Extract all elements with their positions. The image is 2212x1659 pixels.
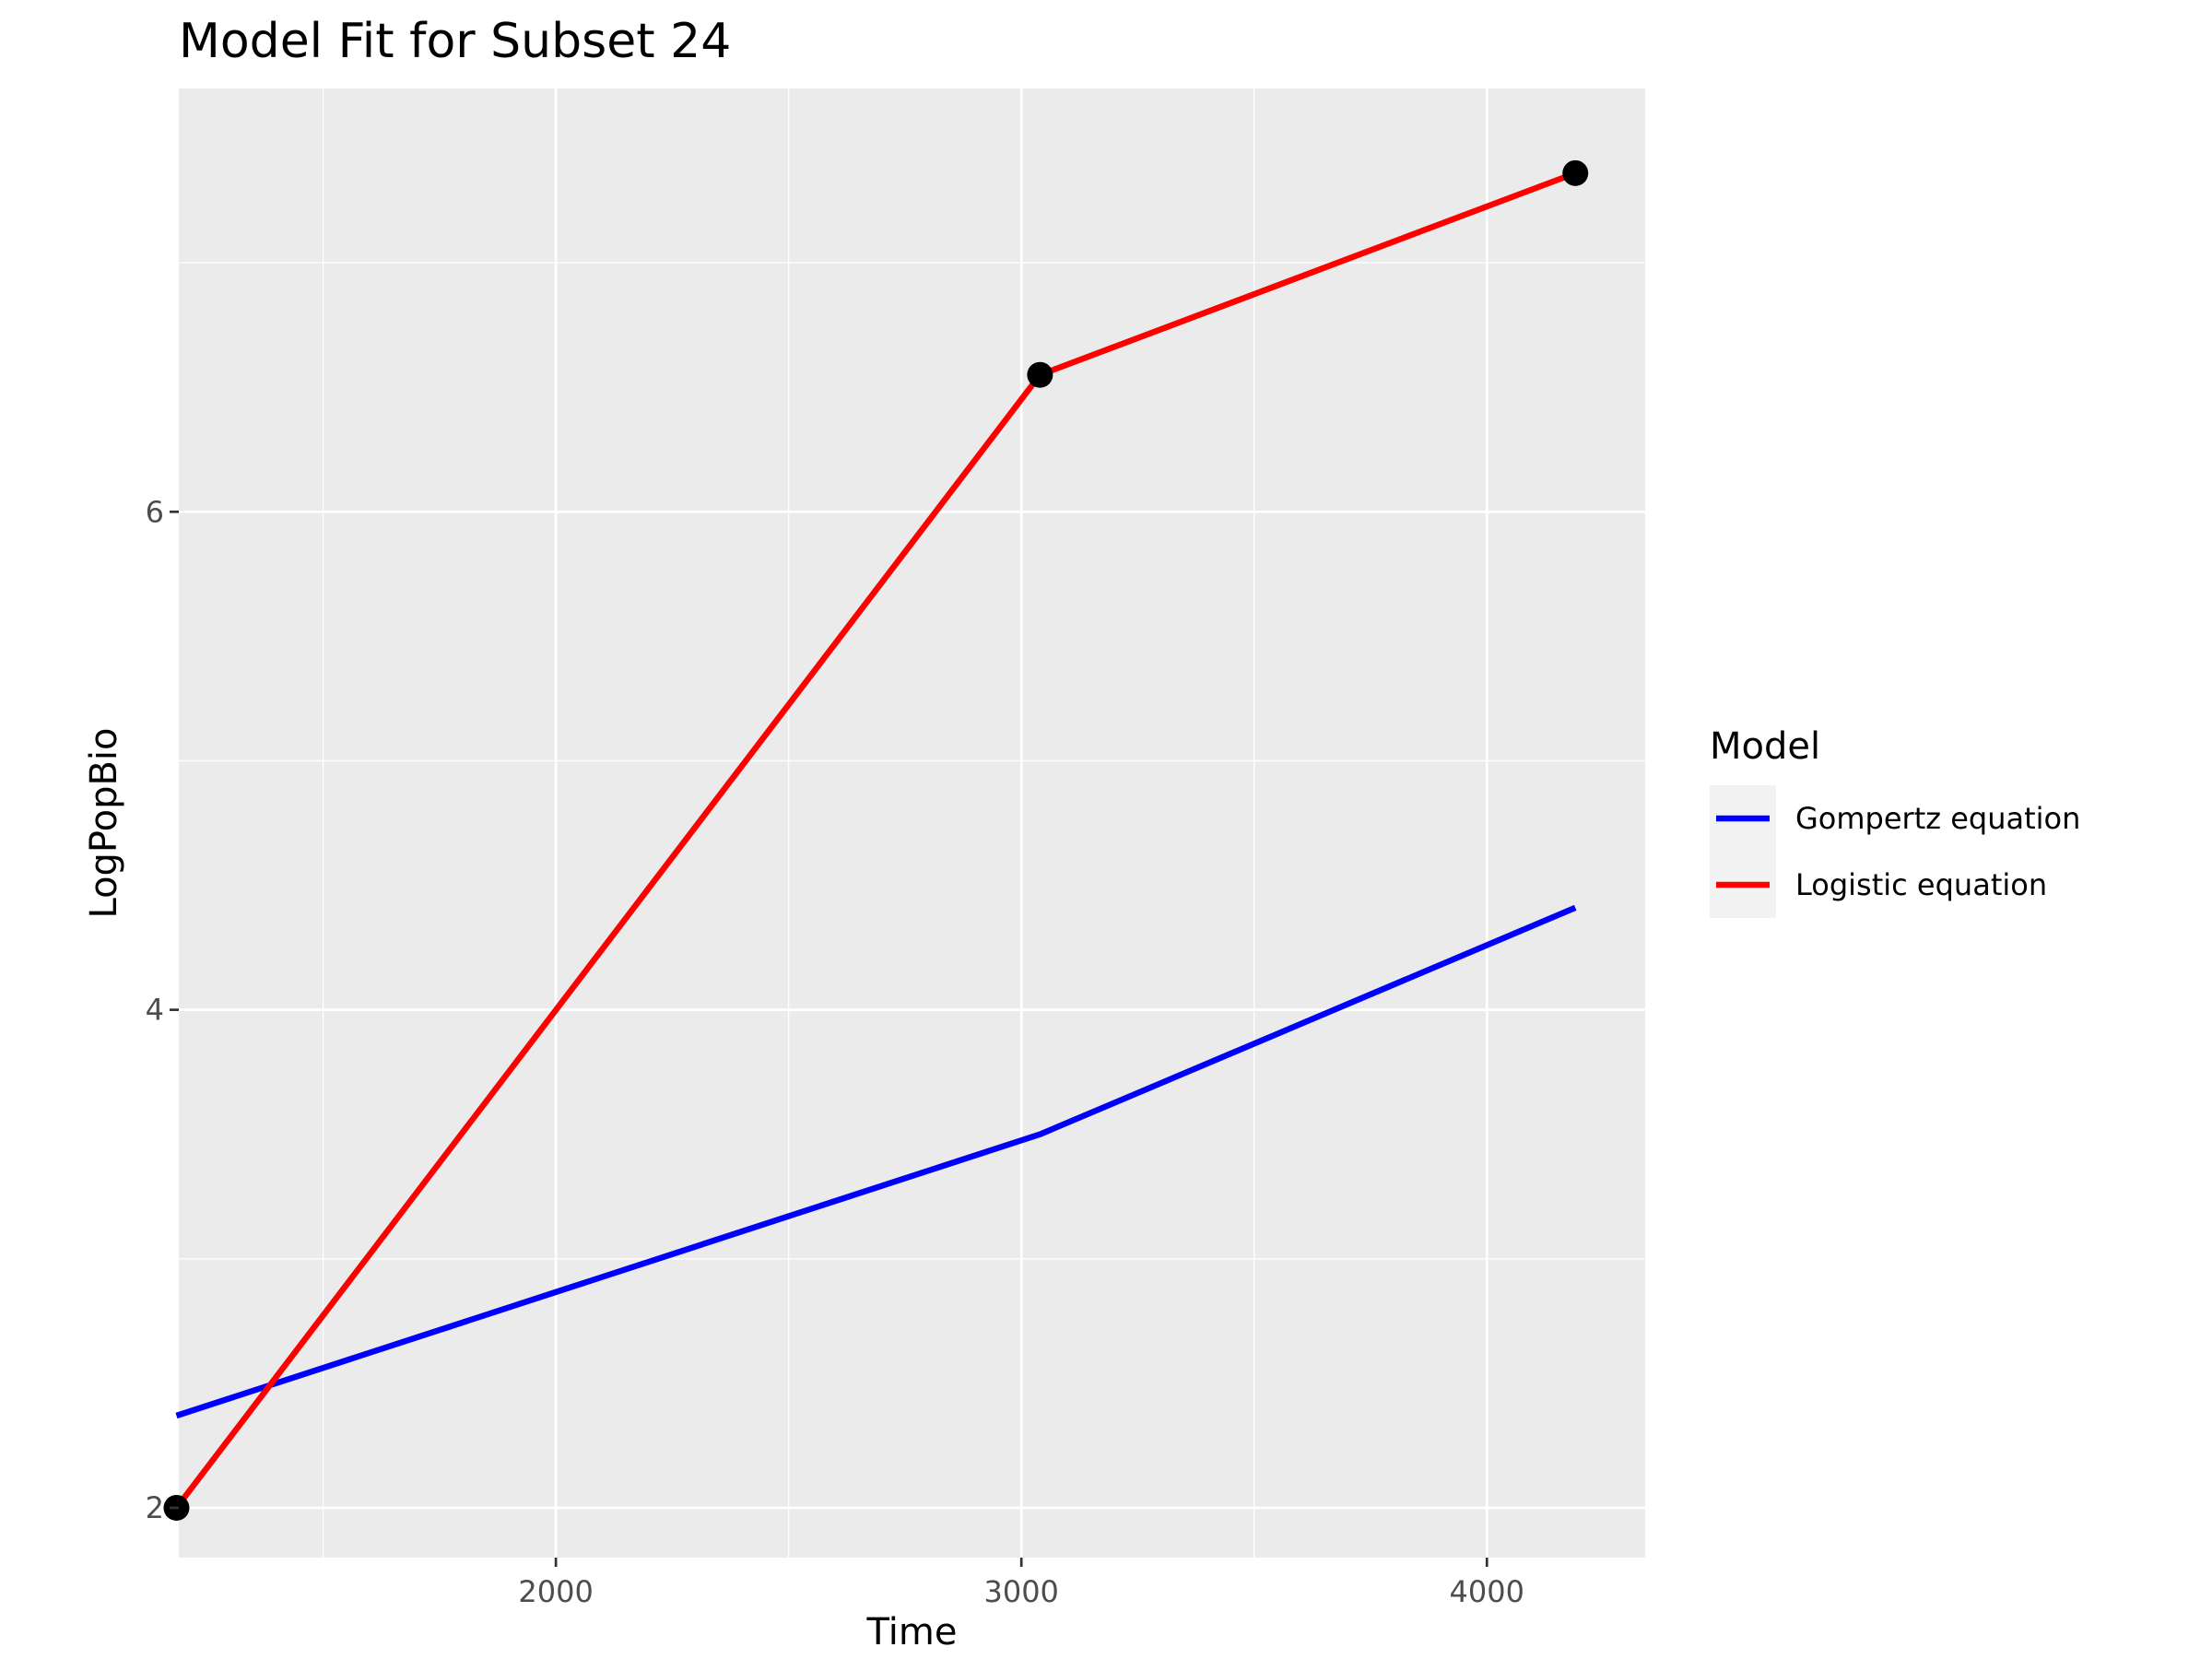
x-tick-label: 4000 [1450, 1574, 1524, 1609]
data-point [1027, 361, 1053, 388]
data-point [1562, 159, 1589, 186]
x-tick-label: 3000 [983, 1574, 1058, 1609]
chart-title: Model Fit for Subset 24 [179, 14, 731, 69]
axis-ticks [170, 510, 1488, 1567]
major-gridlines [179, 88, 1645, 1558]
legend-key-background [1710, 785, 1776, 918]
legend-label-gompertz-equation: Gompertz equation [1795, 801, 2080, 836]
legend-label-logistic-equation: Logistic equation [1795, 867, 2047, 902]
y-tick-label: 4 [146, 993, 164, 1028]
legend: Model Gompertz equation Logistic equation [1710, 725, 2080, 918]
x-tick-label: 2000 [518, 1574, 593, 1609]
y-axis-title: LogPopBio [83, 727, 125, 918]
gompertz-equation-line [175, 904, 1577, 1419]
plot-panel [179, 88, 1645, 1558]
y-tick-label: 6 [146, 494, 164, 529]
tick-labels: 2000 3000 4000 2 4 6 [146, 494, 1524, 1609]
legend-items: Gompertz equation Logistic equation [1716, 801, 2080, 902]
y-tick-label: 2 [146, 1490, 164, 1525]
points-layer [163, 159, 1589, 1521]
x-axis-title: Time [866, 1611, 958, 1653]
legend-title: Model [1710, 725, 1820, 768]
